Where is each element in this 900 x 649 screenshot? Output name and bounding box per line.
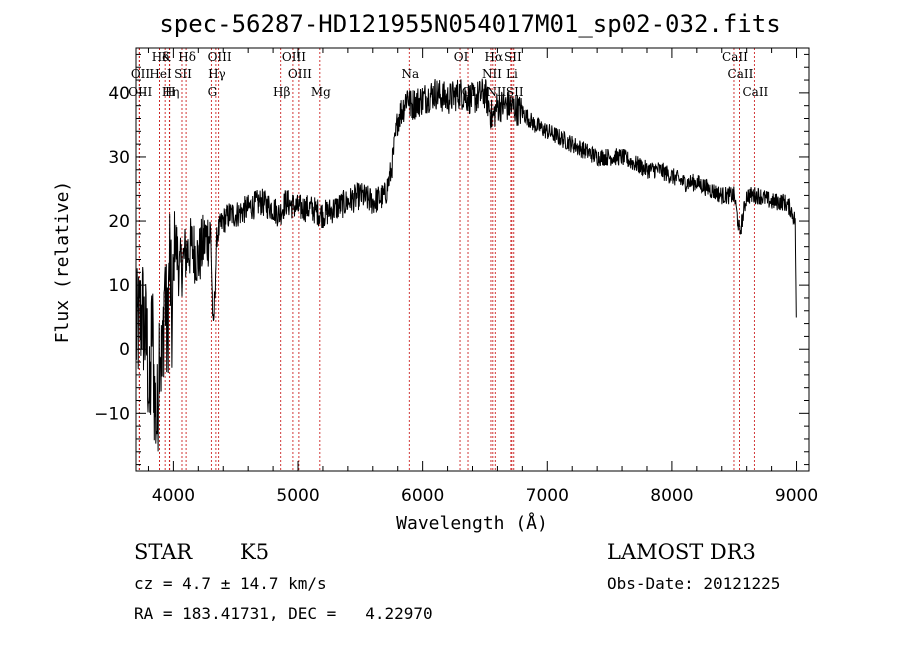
y-tick-label: 40 (108, 84, 130, 104)
x-tick-label: 9000 (775, 486, 818, 506)
flux-series-line (135, 78, 797, 452)
y-tick-label: 0 (119, 340, 130, 360)
x-tick-label: 4000 (152, 486, 195, 506)
spectral-line-label: OIII (208, 50, 232, 64)
spectral-line-label: K (162, 50, 172, 64)
y-tick-label: 30 (108, 148, 130, 168)
spectral-line-label: CaII (728, 67, 754, 81)
spectral-line-label: OIII (282, 50, 306, 64)
y-tick-label: 10 (108, 276, 130, 296)
y-tick-label: −10 (94, 404, 130, 424)
chart-title: spec-56287-HD121955N054017M01_sp02-032.f… (159, 10, 780, 38)
spectral-line-label: G (208, 85, 218, 99)
spectral-line-label: NII (486, 85, 506, 99)
x-tick-label: 8000 (650, 486, 693, 506)
y-axis-label: Flux (relative) (52, 181, 73, 344)
x-axis-label: Wavelength (Å) (396, 512, 548, 534)
x-tick-label: 5000 (276, 486, 319, 506)
spectral-line-label: OI (462, 85, 477, 99)
spectral-line-label: Hδ (178, 50, 196, 64)
spectral-line-label: H (165, 85, 175, 99)
spectral-line-label: Hγ (208, 67, 226, 81)
y-axis-ticks: −10 0 10 20 30 40 (94, 53, 809, 466)
spectral-line-label: Na (401, 67, 419, 81)
spectral-line-label: OIII (128, 85, 152, 99)
spectral-line-label: Hα (485, 50, 504, 64)
object-subclass: K5 (240, 540, 270, 564)
redshift-cz: cz = 4.7 ± 14.7 km/s (134, 574, 327, 593)
survey-name: LAMOST DR3 (607, 540, 756, 564)
spectral-line-label: Hδ (152, 50, 170, 64)
spectral-line-label: HeI (149, 67, 172, 81)
y-tick-label: 20 (108, 212, 130, 232)
spectral-line-label: OI (454, 50, 469, 64)
spectral-line-label: Hβ (273, 85, 290, 99)
x-axis-ticks: 4000 5000 6000 7000 8000 9000 (147, 48, 818, 506)
spectral-line-label: SII (504, 50, 522, 64)
ra-dec-coordinates: RA = 183.41731, DEC = 4.22970 (134, 604, 433, 623)
spectral-line-label: OII (131, 67, 151, 81)
x-tick-label: 6000 (401, 486, 444, 506)
spectral-line-label: NII (482, 67, 502, 81)
spectral-line-label: Li (506, 67, 518, 81)
spectral-line-label: SII (174, 67, 192, 81)
spectral-line-label: SII (506, 85, 524, 99)
object-class: STAR (134, 540, 193, 564)
spectral-line-label: Mg (311, 85, 331, 99)
spectral-line-label: CaII (722, 50, 748, 64)
spectral-line-label: CaII (742, 85, 768, 99)
spectral-line-label: OIII (288, 67, 312, 81)
x-tick-label: 7000 (526, 486, 569, 506)
plot-frame (135, 47, 810, 472)
spectral-line-label: Hη (162, 85, 180, 99)
observation-date: Obs-Date: 20121225 (607, 574, 781, 593)
spectral-line-markers (138, 48, 755, 471)
